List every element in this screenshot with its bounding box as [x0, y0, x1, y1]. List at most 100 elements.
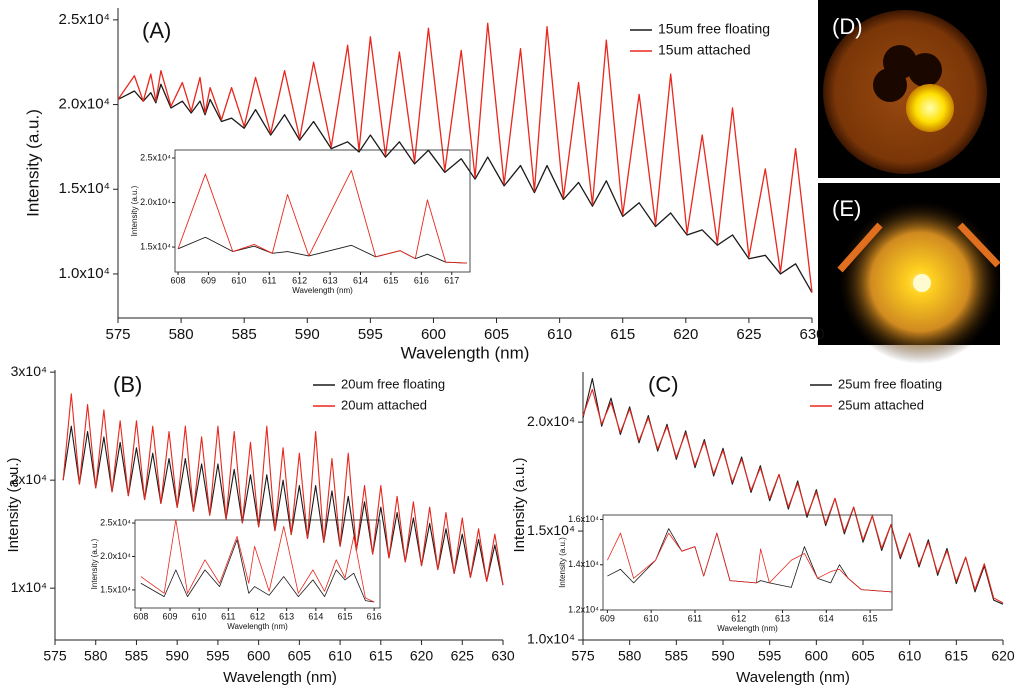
- x-tick-label: 600: [247, 648, 271, 664]
- x-tick-label: 610: [547, 326, 572, 343]
- image-e: (E): [818, 183, 1002, 364]
- panel-label: (D): [832, 14, 863, 39]
- x-tick-label: 612: [250, 611, 265, 621]
- y-axis-title: Intensity (a.u.): [130, 185, 139, 236]
- spectrum-line: [117, 22, 813, 293]
- legend-label: 15um free floating: [658, 21, 770, 37]
- x-tick-label: 615: [383, 275, 398, 285]
- x-tick-label: 615: [945, 648, 969, 664]
- y-tick-label: 1.5x10⁴: [100, 584, 131, 594]
- x-tick-label: 625: [451, 648, 475, 664]
- y-tick-label: 2x10⁴: [11, 471, 47, 487]
- x-tick-label: 620: [673, 326, 698, 343]
- x-tick-label: 613: [279, 611, 294, 621]
- x-tick-label: 595: [206, 648, 230, 664]
- x-tick-label: 575: [105, 326, 130, 343]
- inset-chart: 609 610 611 612 613 614 615 1.2x10⁴ 1.4x10⁴ 1.6x1…: [558, 514, 893, 633]
- y-tick-label: 2.5x10⁴: [59, 11, 110, 28]
- x-tick-label: 595: [358, 326, 383, 343]
- y-tick-label: 1.0x10⁴: [527, 631, 575, 647]
- spectrum-line: [177, 236, 467, 264]
- inset-chart: 608 609 610 611 612 613 614 615 616 1.5x10⁴ 2.0x10…: [90, 517, 382, 631]
- x-tick-label: 609: [162, 611, 177, 621]
- x-tick-label: 620: [991, 648, 1015, 664]
- spectrum-line: [607, 532, 893, 593]
- y-tick-label: 2.5x10⁴: [100, 517, 131, 527]
- x-tick-label: 585: [232, 326, 257, 343]
- y-tick-label: 2.0x10⁴: [527, 413, 575, 429]
- y-tick-label: 2.0x10⁴: [140, 197, 171, 207]
- plot-frame: [174, 149, 471, 273]
- x-tick-label: 585: [125, 648, 149, 664]
- x-tick-label: 609: [600, 613, 615, 623]
- x-tick-label: 575: [571, 648, 595, 664]
- x-tick-label: 615: [863, 613, 878, 623]
- x-axis-title: Wavelength (nm): [401, 343, 530, 362]
- x-tick-label: 580: [84, 648, 108, 664]
- x-axis-title: Wavelength (nm): [227, 622, 288, 631]
- x-tick-label: 609: [201, 275, 216, 285]
- spectrum-line: [62, 425, 504, 586]
- y-tick-label: 1.5x10⁴: [59, 180, 110, 197]
- y-tick-label: 1.4x10⁴: [568, 559, 599, 569]
- x-tick-label: 612: [292, 275, 307, 285]
- x-tick-label: 615: [610, 326, 635, 343]
- y-axis-title: Intensity (a.u.): [5, 457, 22, 552]
- x-tick-label: 613: [323, 275, 338, 285]
- y-axis-title: Intensity (a.u.): [90, 538, 99, 589]
- x-tick-label: 605: [288, 648, 312, 664]
- x-tick-label: 590: [166, 648, 190, 664]
- x-tick-label: 620: [410, 648, 434, 664]
- panel-label: (A): [142, 18, 171, 43]
- x-tick-label: 608: [171, 275, 186, 285]
- chart: 575 580 585 590 595 600 605 610 615 620 1.0x10⁴ 1.5…: [511, 372, 1015, 686]
- y-axis-title: Intensity (a.u.): [558, 537, 567, 588]
- y-tick-label: 1.2x10⁴: [568, 604, 599, 614]
- spectrum-line: [177, 170, 467, 264]
- legend-label: 25um attached: [838, 397, 924, 412]
- x-tick-label: 580: [618, 648, 642, 664]
- x-tick-label: 615: [337, 611, 352, 621]
- x-tick-label: 600: [805, 648, 829, 664]
- plot-frame: [602, 514, 893, 611]
- x-axis-title: Wavelength (nm): [223, 669, 337, 686]
- x-tick-label: 615: [369, 648, 393, 664]
- x-tick-label: 610: [898, 648, 922, 664]
- chart: 575 580 585 590 595 600 605 610 615 620 625 630 1.0x…: [23, 8, 825, 362]
- y-tick-label: 1.5x10⁴: [527, 522, 575, 538]
- x-tick-label: 611: [221, 611, 235, 621]
- x-tick-label: 614: [353, 275, 368, 285]
- x-tick-label: 610: [192, 611, 207, 621]
- x-tick-label: 605: [484, 326, 509, 343]
- y-tick-label: 1.6x10⁴: [568, 514, 599, 524]
- legend-label: 20um free floating: [341, 376, 445, 391]
- x-tick-label: 608: [133, 611, 148, 621]
- x-axis-title: Wavelength (nm): [717, 624, 778, 633]
- y-axis-title: Intensity (a.u.): [511, 457, 528, 552]
- spectrum-line: [117, 83, 813, 293]
- legend-label: 25um free floating: [838, 376, 942, 391]
- y-tick-label: 1.0x10⁴: [59, 265, 110, 282]
- legend-label: 20um attached: [341, 397, 427, 412]
- x-tick-label: 600: [421, 326, 446, 343]
- panel-label: (C): [648, 372, 679, 397]
- x-tick-label: 610: [328, 648, 352, 664]
- x-axis-title: Wavelength (nm): [736, 669, 850, 686]
- x-tick-label: 605: [851, 648, 875, 664]
- spectrum-line: [140, 519, 375, 603]
- x-tick-label: 580: [169, 326, 194, 343]
- x-tick-label: 590: [711, 648, 735, 664]
- y-tick-label: 1x10⁴: [11, 579, 47, 595]
- x-tick-label: 616: [414, 275, 429, 285]
- x-tick-label: 617: [444, 275, 459, 285]
- legend-label: 15um attached: [658, 42, 751, 58]
- x-tick-label: 630: [799, 326, 824, 343]
- spectrum-line: [582, 388, 1004, 604]
- plot-frame: [134, 519, 381, 609]
- y-tick-label: 3x10⁴: [11, 363, 47, 379]
- x-tick-label: 610: [231, 275, 246, 285]
- x-tick-label: 614: [308, 611, 323, 621]
- x-axis-title: Wavelength (nm): [292, 286, 353, 295]
- y-axis-title: Intensity (a.u.): [23, 109, 42, 217]
- y-tick-label: 2.5x10⁴: [140, 152, 171, 162]
